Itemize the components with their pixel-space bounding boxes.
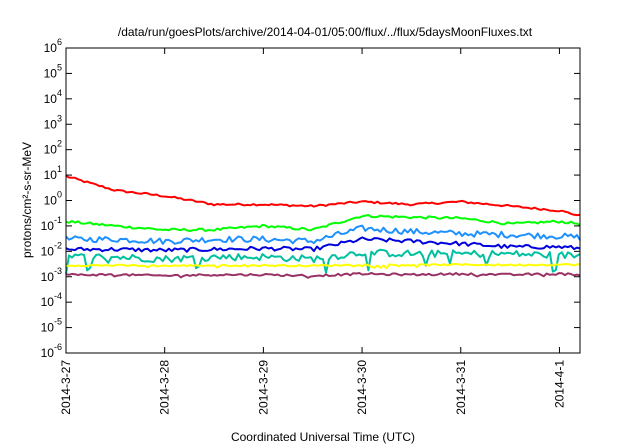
y-tick-exponent: 0 <box>57 190 62 200</box>
y-tick-exponent: -6 <box>54 342 62 352</box>
y-tick-label: 10-6 <box>41 342 62 360</box>
y-tick-label: 10-2 <box>41 240 62 258</box>
y-tick-exponent: -1 <box>54 215 62 225</box>
y-tick-label: 106 <box>44 37 62 55</box>
y-tick-label: 10-4 <box>41 291 62 309</box>
x-tick-label: 2014-3-31 <box>454 360 468 415</box>
series-layer <box>65 175 581 279</box>
x-axis-label: Coordinated Universal Time (UTC) <box>231 430 415 444</box>
y-tick-base: 10 <box>41 346 55 360</box>
y-tick-exponent: -5 <box>54 317 62 327</box>
y-tick-exponent: 2 <box>57 139 62 149</box>
y-tick-base: 10 <box>44 66 58 80</box>
x-tick-label: 2014-3-29 <box>256 360 270 415</box>
x-tick-label: 2014-3-28 <box>158 360 172 415</box>
y-tick-label: 103 <box>44 113 62 131</box>
y-tick-exponent: -4 <box>54 291 62 301</box>
series-line-1 <box>65 175 581 217</box>
y-tick-base: 10 <box>44 41 58 55</box>
y-tick-exponent: 1 <box>57 164 62 174</box>
series-line-2 <box>65 214 581 232</box>
y-tick-exponent: -3 <box>54 266 62 276</box>
y-tick-exponent: 5 <box>57 62 62 72</box>
y-tick-base: 10 <box>44 168 58 182</box>
y-tick-base: 10 <box>41 321 55 335</box>
series-line-5 <box>65 248 581 275</box>
series-line-7 <box>65 272 581 279</box>
series-line-6 <box>65 262 581 270</box>
y-tick-base: 10 <box>44 117 58 131</box>
y-tick-exponent: -2 <box>54 240 62 250</box>
x-tick-label: 2014-4-1 <box>552 360 566 408</box>
y-tick-label: 10-1 <box>41 215 62 233</box>
y-tick-label: 100 <box>44 190 62 208</box>
y-tick-label: 102 <box>44 139 62 157</box>
chart-title: /data/run/goesPlots/archive/2014-04-01/0… <box>118 25 533 39</box>
y-tick-base: 10 <box>44 92 58 106</box>
y-axis-label: protons/cm²-s-sr-MeV <box>20 142 34 258</box>
series-line-3 <box>65 224 581 245</box>
y-tick-label: 101 <box>44 164 62 182</box>
y-tick-label: 104 <box>44 88 62 106</box>
y-tick-label: 10-3 <box>41 266 62 284</box>
y-tick-exponent: 4 <box>57 88 62 98</box>
y-tick-exponent: 6 <box>57 37 62 47</box>
y-tick-base: 10 <box>44 143 58 157</box>
series-line-4 <box>65 236 581 253</box>
y-tick-base: 10 <box>41 219 55 233</box>
y-tick-label: 10-5 <box>41 317 62 335</box>
y-tick-base: 10 <box>41 244 55 258</box>
y-axis: 10-610-510-410-310-210-11001011021031041… <box>41 37 580 360</box>
y-tick-base: 10 <box>44 194 58 208</box>
x-axis: 2014-3-27 2014-3-28 2014-3-29 2014-3-30 2014… <box>59 48 566 415</box>
plot-frame <box>65 47 581 354</box>
y-tick-base: 10 <box>41 270 55 284</box>
y-tick-base: 10 <box>41 295 55 309</box>
y-tick-exponent: 3 <box>57 113 62 123</box>
y-tick-label: 105 <box>44 62 62 80</box>
x-tick-label: 2014-3-30 <box>355 360 369 415</box>
x-tick-label: 2014-3-27 <box>59 360 73 415</box>
